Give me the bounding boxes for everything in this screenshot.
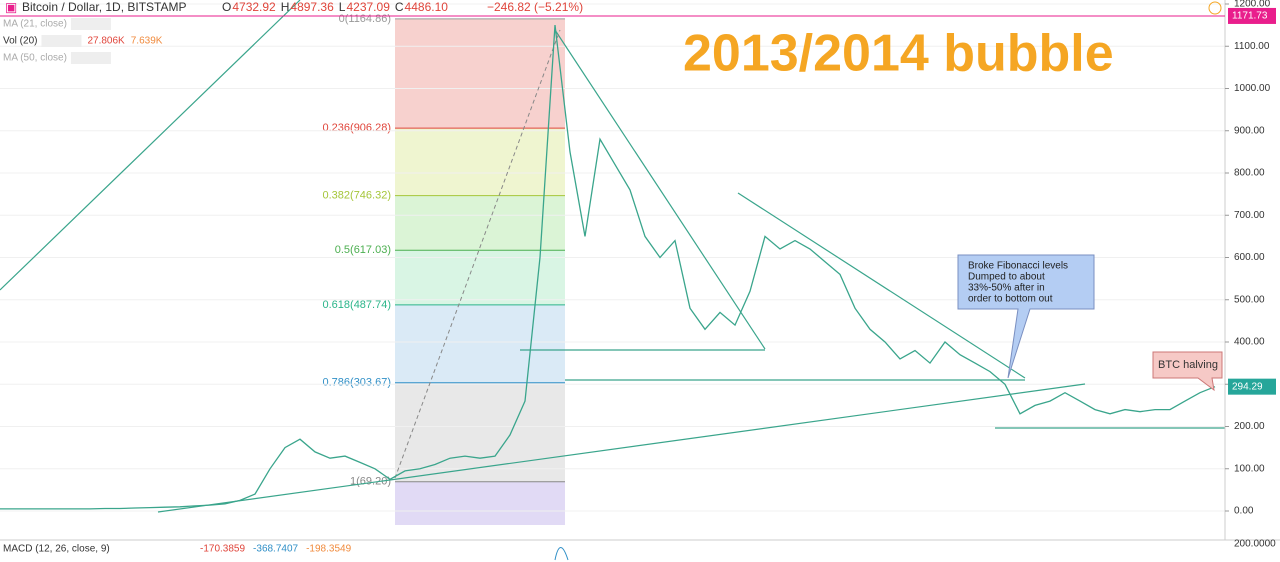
indicator-value: 7.639K	[131, 36, 163, 47]
ohlc-value: 4237.09	[346, 0, 390, 14]
indicator-controls[interactable]	[41, 35, 82, 47]
trend-line	[737, 192, 1026, 379]
macd-line	[554, 547, 569, 561]
ohlc-key: O	[222, 0, 231, 14]
ohlc-key: C	[395, 0, 404, 14]
change: −246.82 (−5.21%)	[487, 0, 583, 14]
annotation-title: 2013/2014 bubble	[683, 25, 1114, 83]
ohlc-value: 4486.10	[405, 0, 449, 14]
indicator-name: MA (50, close)	[3, 53, 67, 64]
ohlc-key: H	[281, 0, 290, 14]
price-axis	[1225, 0, 1280, 540]
fib-label: 0.618(487.74)	[323, 299, 392, 311]
price-tag-label: 1171.73	[1232, 11, 1268, 22]
tick-label: 400.00	[1234, 337, 1265, 348]
tick-label: 1100.00	[1234, 41, 1270, 52]
fib-zone	[395, 481, 565, 525]
macd-values: -170.3859 -368.7407 -198.3549	[200, 544, 352, 555]
alert-icon[interactable]	[1208, 1, 1222, 15]
fib-label: 0(1164.86)	[339, 13, 391, 25]
callout-line: 33%-50% after in	[968, 283, 1045, 294]
logo: ▣	[5, 0, 17, 14]
macd-value: -170.3859	[200, 544, 245, 555]
tick-label: 0.00	[1234, 506, 1254, 517]
trend-line	[554, 29, 766, 350]
tick-label: 100.00	[1234, 463, 1265, 474]
tick-label: 1200.00	[1234, 0, 1271, 10]
symbol: Bitcoin / Dollar, 1D, BITSTAMP	[22, 0, 187, 14]
indicators: MA (21, close) Vol (20) 27.806K 7.639K MA (5…	[3, 18, 163, 64]
tick-label: 500.00	[1234, 294, 1265, 305]
indicator-value: 27.806K	[87, 36, 125, 47]
fib-zone	[395, 128, 565, 196]
trend-line	[157, 383, 1086, 513]
fib-label: 0.786(303.67)	[323, 377, 392, 389]
callout-line: Dumped to about	[968, 272, 1045, 283]
grid-layer	[0, 3, 1225, 512]
fib-layer: 0(1164.86) 0.236(906.28) 0.382(746.32) 0.5(…	[323, 13, 565, 525]
tick-label: 700.00	[1234, 210, 1265, 221]
price-layer	[0, 25, 1216, 510]
price-tag-label: 294.29	[1232, 381, 1263, 392]
fib-zone	[395, 18, 565, 129]
callout-line: Broke Fibonacci levels	[968, 261, 1068, 272]
tick-label: 1000.00	[1234, 83, 1271, 94]
trend-line	[0, 0, 301, 291]
macd-axis-label: 200.0000	[1234, 539, 1276, 550]
fib-zone	[395, 382, 565, 482]
price-line	[0, 25, 1216, 510]
tick-label: 900.00	[1234, 125, 1265, 136]
halving-box	[1152, 351, 1223, 392]
indicator-name: MA (21, close)	[3, 19, 67, 30]
price-tag	[1228, 378, 1276, 395]
fib-zone	[395, 250, 565, 305]
indicator-controls[interactable]	[70, 18, 111, 30]
macd-name: MACD (12, 26, close, 9)	[3, 544, 110, 555]
tick-label: 200.00	[1234, 421, 1265, 432]
ohlc-value: 4897.36	[290, 0, 334, 14]
fib-label: 1(69.20)	[350, 476, 391, 488]
tick-label: 800.00	[1234, 168, 1265, 179]
ohlc-value: 4732.92	[232, 0, 276, 14]
halving-label: BTC halving	[1158, 359, 1218, 371]
fib-label: 0.5(617.03)	[335, 244, 391, 256]
fib-zone	[395, 195, 565, 251]
fib-label: 0.382(746.32)	[323, 190, 392, 202]
fib-zone	[395, 304, 565, 383]
fib-label: 0.236(906.28)	[323, 122, 392, 134]
trend-lines	[0, 0, 1225, 513]
indicator-controls[interactable]	[70, 52, 111, 64]
fib-trend-line	[394, 29, 561, 479]
macd-value: -368.7407	[253, 544, 298, 555]
indicator-name: Vol (20)	[3, 36, 37, 47]
ohlc: O 4732.92 H 4897.36 L 4237.09 C 4486.10	[222, 0, 448, 14]
macd-value: -198.3549	[306, 544, 351, 555]
tick-label: 600.00	[1234, 252, 1265, 263]
callout-box	[957, 254, 1095, 379]
ohlc-key: L	[339, 0, 346, 14]
axis-layer: 1200.00 1100.00 1000.00 900.00 800.00 700.00 6…	[1225, 0, 1276, 517]
callout-line: order to bottom out	[968, 294, 1053, 305]
price-tag	[1228, 7, 1276, 24]
